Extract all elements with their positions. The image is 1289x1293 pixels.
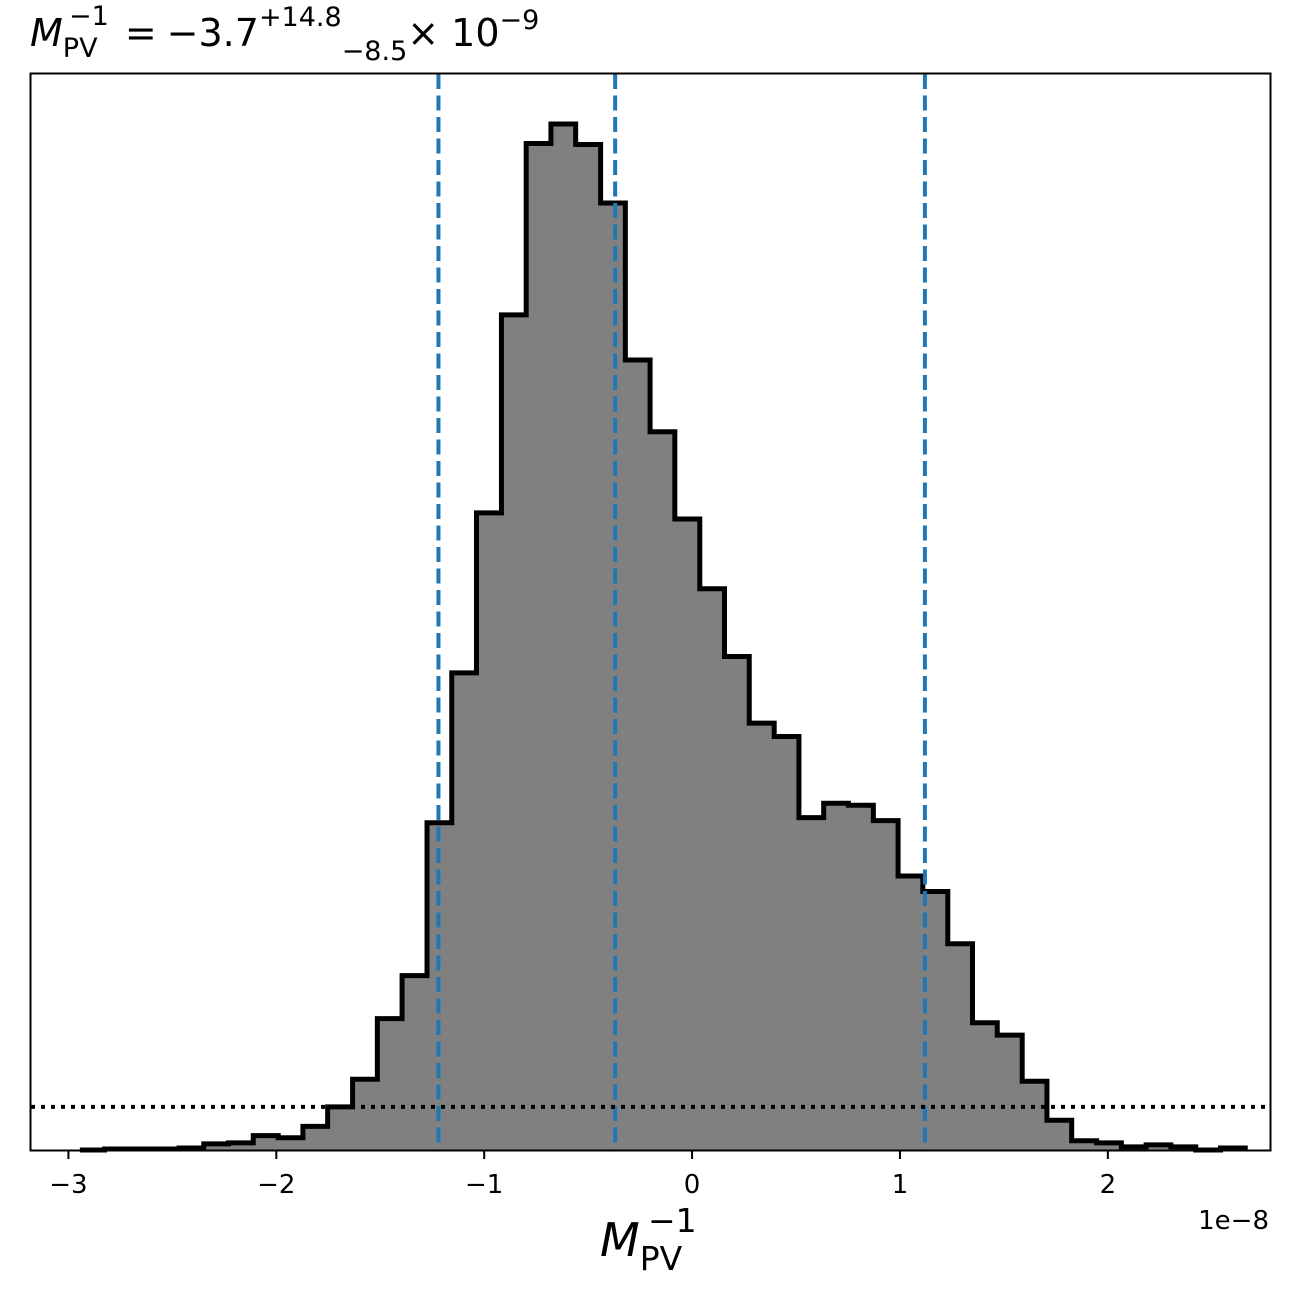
- histogram-bar: [1146, 1144, 1172, 1150]
- histogram-bar: [823, 803, 849, 1150]
- x-axis-ticks: −3 −2 −1 0 1 2: [49, 1150, 1116, 1200]
- histogram-bar: [898, 876, 924, 1150]
- histogram-bar: [774, 736, 800, 1150]
- x-tick-label: −1: [465, 1170, 503, 1200]
- xlabel-subscript: PV: [640, 1239, 683, 1278]
- histogram-bar: [253, 1135, 279, 1150]
- histogram-bar: [873, 820, 899, 1150]
- histogram-bar: [798, 817, 825, 1150]
- x-tick-label: −3: [49, 1170, 87, 1200]
- histogram-bar: [947, 943, 973, 1150]
- histogram-bar: [724, 656, 750, 1150]
- chart-title: MPV−1 = −3.7+14.8−8.5× 10−9: [30, 1, 539, 67]
- title-value: −3.7: [167, 11, 259, 55]
- histogram-bar: [402, 975, 428, 1150]
- axes-frame: [29, 72, 1272, 1152]
- histogram-bar: [377, 1018, 403, 1150]
- histogram-bar: [674, 519, 701, 1150]
- x-tick-label: 1: [892, 1170, 909, 1200]
- x-tick-label: 2: [1100, 1170, 1117, 1200]
- xlabel-superscript: −1: [648, 1201, 697, 1240]
- title-symbol: M: [30, 11, 63, 55]
- histogram-bar: [749, 723, 775, 1150]
- title-superscript: −1: [69, 1, 109, 32]
- histogram-bar: [302, 1126, 329, 1150]
- histogram-bar: [228, 1142, 254, 1150]
- xlabel-symbol: M: [600, 1213, 640, 1267]
- histogram-bar: [451, 672, 477, 1150]
- histogram-bar: [352, 1079, 378, 1150]
- x-axis-label: MPV−1: [600, 1201, 697, 1278]
- histogram-bar: [650, 431, 676, 1150]
- histogram-bar: [575, 144, 602, 1150]
- title-equals: =: [125, 11, 157, 55]
- histogram-bar: [501, 314, 527, 1150]
- histogram-outline: [79, 121, 1248, 1153]
- histogram-bar: [848, 805, 874, 1150]
- plot-area: [31, 74, 1270, 1153]
- title-exponent: −9: [500, 5, 540, 36]
- title-lower-error: −8.5: [342, 36, 408, 67]
- histogram-bar: [1071, 1140, 1098, 1150]
- histogram-bar: [526, 143, 552, 1150]
- histogram-bar: [1046, 1120, 1073, 1150]
- histogram-bar: [278, 1137, 304, 1150]
- histogram-bar: [1022, 1081, 1048, 1150]
- histogram-bar: [203, 1143, 229, 1150]
- histogram-bar: [997, 1035, 1023, 1150]
- histogram-bar: [327, 1106, 353, 1150]
- title-multiplier: × 10: [407, 11, 499, 55]
- histogram-bar: [625, 359, 651, 1151]
- x-offset-label: 1e−8: [1198, 1206, 1269, 1236]
- histogram-bar: [476, 512, 502, 1150]
- title-subscript: PV: [63, 33, 98, 64]
- histogram-bar: [1096, 1142, 1122, 1150]
- x-tick-label: −2: [257, 1170, 295, 1200]
- x-tick-label: 0: [684, 1170, 701, 1200]
- histogram-bar: [699, 588, 725, 1150]
- histogram-bar: [972, 1022, 998, 1150]
- histogram-bar: [550, 124, 577, 1150]
- title-upper-error: +14.8: [259, 2, 342, 33]
